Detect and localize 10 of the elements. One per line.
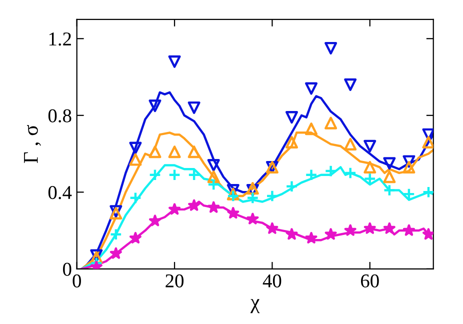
y-axis-title: Γ , σ xyxy=(24,125,41,164)
x-tick-label: 0 xyxy=(72,274,81,288)
x-tick-label: 20 xyxy=(166,274,184,288)
x-axis-title: χ xyxy=(250,299,260,314)
y-tick-label: 1.2 xyxy=(49,32,71,46)
y-tick-label: 0.8 xyxy=(48,109,72,122)
x-tick-label: 60 xyxy=(360,274,379,288)
y-tick-label: 0.4 xyxy=(48,186,72,200)
y-tick-label: 0 xyxy=(63,262,72,276)
x-tick-label: 40 xyxy=(262,274,282,288)
